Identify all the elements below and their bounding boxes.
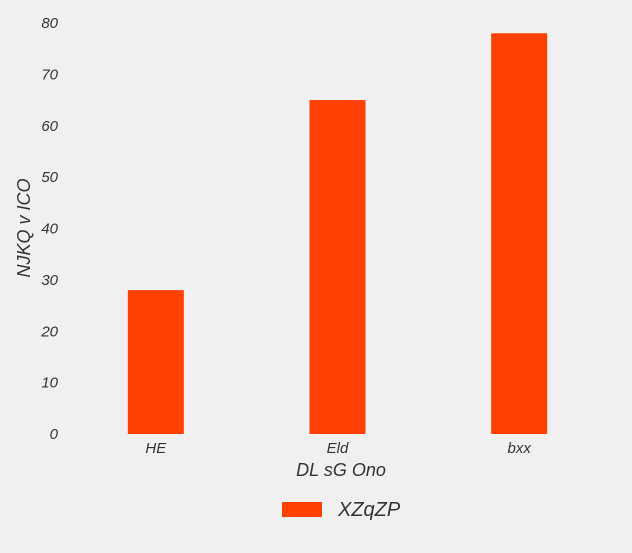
y-tick-label: 50 bbox=[41, 169, 58, 186]
y-tick-label: 30 bbox=[41, 272, 58, 289]
legend-label: XZqZP bbox=[337, 499, 401, 521]
bars-group bbox=[127, 33, 548, 435]
bar-1 bbox=[309, 100, 366, 434]
bar-2 bbox=[491, 33, 548, 435]
y-tick-label: 60 bbox=[41, 118, 58, 135]
legend: XZqZP bbox=[282, 499, 401, 521]
y-tick-label: 10 bbox=[41, 375, 58, 392]
x-tick-label: Eld bbox=[327, 440, 349, 457]
y-tick-label: 0 bbox=[50, 426, 59, 443]
y-axis-ticks: 0 10 20 30 40 50 60 70 80 bbox=[40, 15, 58, 443]
y-tick-label: 40 bbox=[41, 221, 58, 238]
y-tick-label: 70 bbox=[41, 66, 58, 83]
y-axis-title: NJKQ v ICO bbox=[14, 178, 34, 277]
legend-swatch bbox=[282, 502, 322, 517]
x-axis-ticks: HE Eld bxx bbox=[145, 440, 531, 457]
y-tick-label: 20 bbox=[40, 323, 58, 340]
x-axis-title: DL sG Ono bbox=[296, 460, 386, 480]
x-tick-label: bxx bbox=[507, 440, 531, 457]
x-tick-label: HE bbox=[145, 440, 167, 457]
bar-0 bbox=[127, 290, 184, 434]
y-tick-label: 80 bbox=[41, 15, 58, 32]
